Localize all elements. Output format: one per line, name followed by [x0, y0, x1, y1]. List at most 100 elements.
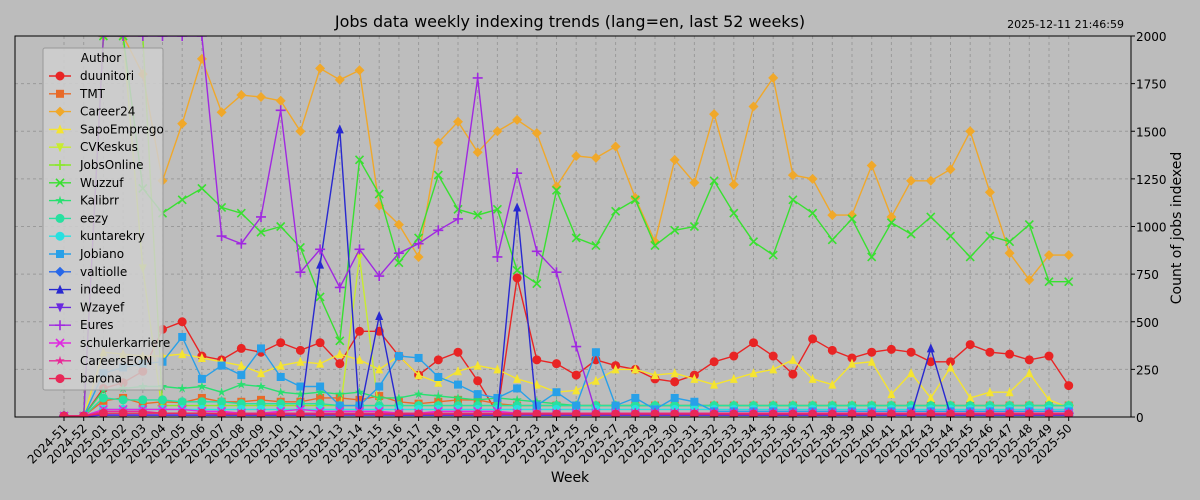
- data-point: [472, 72, 483, 83]
- data-point: [571, 233, 581, 243]
- series-line: [64, 414, 1069, 417]
- data-point: [531, 128, 542, 139]
- data-point: [670, 409, 680, 417]
- data-point: [1044, 250, 1054, 261]
- data-point: [334, 282, 345, 293]
- legend-item: schulerkarriere: [49, 336, 170, 350]
- data-point: [552, 388, 561, 397]
- data-point: [512, 409, 522, 417]
- data-point: [434, 372, 443, 381]
- data-point: [749, 409, 758, 417]
- data-point: [295, 345, 305, 355]
- legend-items: duunitori TMT Career24 SapoEmprego CVKeskus J…: [49, 69, 170, 386]
- data-point: [414, 409, 424, 417]
- data-point: [393, 248, 404, 259]
- data-point: [828, 379, 837, 389]
- data-point: [591, 348, 600, 357]
- legend-label: Eures: [80, 318, 114, 332]
- data-point: [590, 152, 601, 163]
- data-point: [315, 387, 325, 397]
- data-point: [591, 409, 601, 417]
- data-point: [689, 177, 700, 188]
- data-point: [768, 409, 778, 417]
- data-point: [413, 251, 424, 262]
- data-point: [827, 409, 837, 417]
- legend-marker: [55, 213, 65, 223]
- data-point: [196, 36, 207, 41]
- data-point: [492, 251, 503, 262]
- legend-title: Author: [81, 51, 121, 65]
- legend-item: Jobiano: [49, 247, 124, 261]
- data-point: [1005, 349, 1015, 359]
- data-point: [256, 409, 266, 417]
- data-point: [315, 409, 325, 417]
- data-point: [197, 408, 207, 417]
- data-point: [926, 212, 936, 222]
- data-point: [1005, 237, 1015, 247]
- data-point: [374, 392, 384, 402]
- data-point: [98, 36, 108, 41]
- data-point: [178, 332, 187, 341]
- data-point: [354, 244, 365, 255]
- data-point: [847, 409, 857, 417]
- series-line: [64, 351, 1069, 417]
- y-tick-label: 2000: [1136, 30, 1167, 44]
- data-point: [354, 155, 365, 165]
- data-point: [433, 225, 444, 236]
- data-point: [414, 233, 424, 243]
- data-point: [256, 227, 266, 237]
- legend-item: Wuzzuf: [49, 176, 124, 190]
- data-point: [985, 387, 994, 397]
- data-point: [887, 389, 896, 399]
- y-tick-label: 250: [1136, 363, 1159, 377]
- legend-marker: [55, 178, 65, 188]
- data-point: [729, 409, 739, 417]
- data-point: [453, 347, 463, 357]
- series-line: [64, 36, 1069, 417]
- data-point: [965, 409, 975, 417]
- data-point: [197, 374, 206, 383]
- data-point: [473, 360, 482, 370]
- data-point: [177, 118, 188, 129]
- data-point: [985, 347, 995, 357]
- data-point: [1024, 409, 1034, 417]
- data-point: [906, 175, 917, 186]
- data-point: [827, 210, 838, 221]
- data-point: [453, 392, 463, 402]
- data-point: [907, 368, 916, 378]
- data-point: [433, 137, 444, 148]
- series-line: [64, 36, 1069, 417]
- data-point: [257, 368, 265, 378]
- data-point: [335, 409, 345, 417]
- data-point: [473, 376, 483, 386]
- data-point: [848, 358, 856, 368]
- data-point: [472, 147, 483, 158]
- data-point: [532, 379, 541, 389]
- data-point: [138, 408, 148, 417]
- legend-item: duunitori: [49, 69, 134, 83]
- legend-label: Kalibrr: [80, 194, 119, 208]
- data-point: [118, 408, 128, 417]
- data-point: [571, 151, 582, 162]
- data-point: [729, 373, 738, 383]
- data-point: [276, 409, 286, 417]
- data-point: [316, 382, 325, 391]
- data-point: [216, 387, 227, 397]
- data-point: [611, 409, 621, 417]
- legend-label: indeed: [80, 283, 121, 297]
- data-point: [275, 95, 286, 106]
- data-point: [551, 185, 562, 195]
- data-point: [335, 393, 344, 402]
- data-point: [808, 208, 818, 218]
- data-point: [335, 336, 345, 346]
- data-point: [375, 311, 384, 321]
- legend-label: TMT: [79, 87, 106, 101]
- data-point: [275, 387, 286, 397]
- data-point: [177, 195, 187, 205]
- y-axis: 0 250 500 750 1000 1250 1500 1750 2000: [1131, 30, 1167, 425]
- data-point: [1024, 274, 1035, 285]
- data-point: [216, 107, 227, 118]
- y-axis-label: Count of jobs indexed: [1169, 152, 1185, 304]
- data-point: [610, 141, 621, 152]
- data-point: [197, 183, 207, 193]
